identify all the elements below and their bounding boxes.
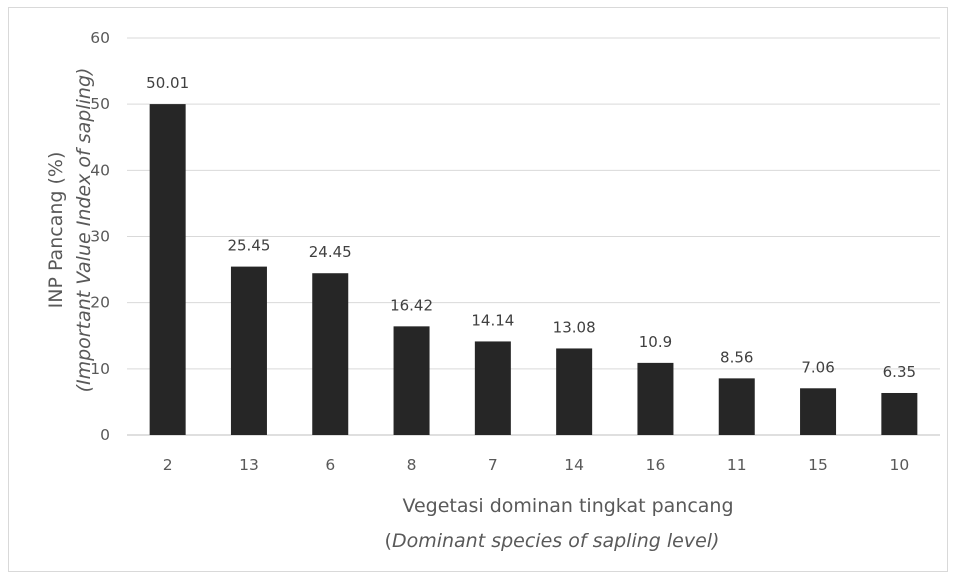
data-label: 6.35 (883, 363, 916, 381)
y-axis-subtitle: (Important Value Index of sapling) (73, 68, 95, 393)
bars (149, 104, 918, 436)
x-tick-label: 15 (808, 456, 828, 474)
data-label: 8.56 (720, 348, 753, 366)
bar (800, 388, 837, 435)
data-label: 10.9 (639, 333, 672, 351)
y-tick-labels: 0 10 20 30 40 50 60 (90, 29, 110, 444)
x-axis-subtitle-text: Dominant species of sapling level) (392, 530, 720, 552)
x-tick-label: 10 (889, 456, 909, 474)
bar (393, 326, 430, 435)
x-tick-label: 6 (325, 456, 335, 474)
y-tick-label: 20 (90, 294, 110, 312)
bar (718, 378, 755, 435)
bar (149, 104, 186, 436)
x-tick-labels: 2 13 6 8 7 14 16 11 15 10 (163, 456, 910, 474)
y-tick-label: 40 (90, 161, 110, 179)
x-tick-label: 16 (646, 456, 666, 474)
data-label: 7.06 (801, 358, 834, 376)
x-tick-label: 2 (163, 456, 173, 474)
data-label: 24.45 (309, 243, 352, 261)
x-tick-label: 14 (564, 456, 584, 474)
data-label: 14.14 (471, 311, 514, 329)
data-label: 16.42 (390, 296, 433, 314)
x-tick-label: 7 (488, 456, 498, 474)
data-label: 13.08 (553, 318, 596, 336)
data-label: 25.45 (227, 237, 270, 255)
data-labels: 50.01 25.45 24.45 16.42 14.14 13.08 10.9 8.56 7.… (146, 74, 916, 381)
x-axis-subtitle: (Dominant species of sapling level) (385, 530, 720, 552)
x-tick-label: 13 (239, 456, 259, 474)
x-axis-title: Vegetasi dominan tingkat pancang (402, 495, 733, 517)
bar (312, 273, 349, 435)
bar (637, 362, 674, 435)
y-tick-label: 10 (90, 360, 110, 378)
y-tick-label: 60 (90, 29, 110, 47)
x-axis-subtitle-paren: ( (385, 530, 392, 552)
bar (556, 348, 593, 435)
y-tick-label: 30 (90, 228, 110, 246)
bar (881, 392, 918, 435)
x-tick-label: 8 (407, 456, 417, 474)
x-tick-label: 11 (727, 456, 747, 474)
bar (230, 266, 267, 435)
y-tick-label: 0 (100, 426, 110, 444)
bar (474, 341, 511, 435)
y-tick-label: 50 (90, 95, 110, 113)
data-label: 50.01 (146, 74, 189, 92)
y-axis-title: INP Pancang (%) (45, 152, 67, 309)
